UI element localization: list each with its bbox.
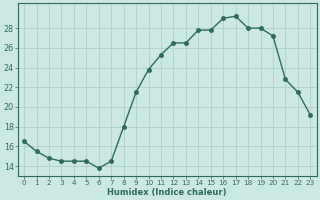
- X-axis label: Humidex (Indice chaleur): Humidex (Indice chaleur): [108, 188, 227, 197]
